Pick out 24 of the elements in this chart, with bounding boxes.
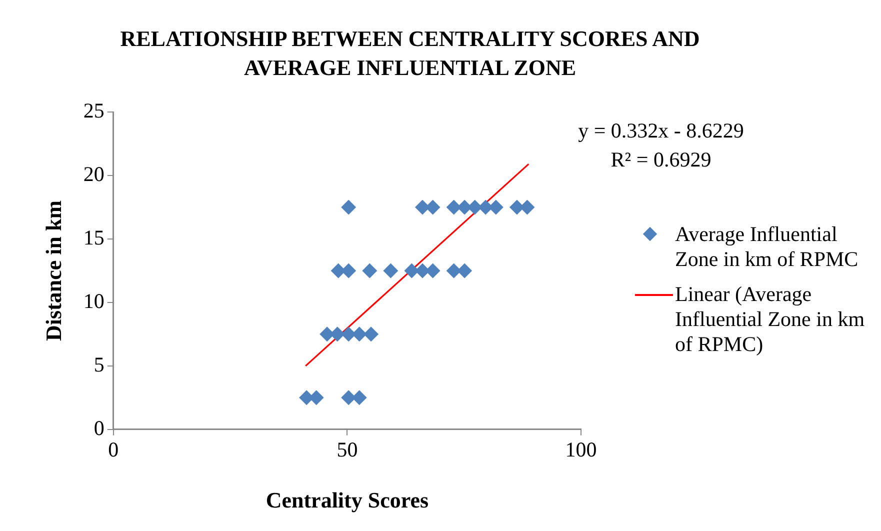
y-tick-label: 25 [83, 98, 104, 123]
point [341, 200, 356, 215]
point [457, 263, 472, 278]
x-tick-label: 50 [336, 438, 358, 462]
point [446, 263, 462, 278]
y-axis-title: Distance in km [40, 200, 66, 341]
point [414, 200, 430, 215]
y-tick-label: 0 [94, 416, 104, 440]
x-axis-title: Centrality Scores [266, 487, 429, 512]
point [362, 263, 378, 278]
point [364, 326, 379, 342]
y-tick-label: 5 [94, 352, 104, 376]
x-tick-label: 100 [565, 438, 597, 462]
y-tick-label: 10 [83, 288, 104, 313]
point [446, 200, 462, 215]
annotation: y = 0.332x - 8.6229 [578, 118, 744, 143]
legend-label: Linear (Average Influential Zone in km of RPMC) [675, 282, 866, 357]
legend-label: Average Influential Zone in km of RPMC [675, 222, 860, 272]
text: R² = 0.6929 [610, 148, 712, 172]
point [404, 263, 420, 278]
y-tick-label: 20 [83, 162, 104, 186]
point [383, 263, 398, 278]
y-tick-label: 15 [83, 225, 104, 250]
chart-title: RELATIONSHIP BETWEEN CENTRALITY SCORES AND AVERAGE INFLUENTIAL ZONE [119, 25, 701, 82]
